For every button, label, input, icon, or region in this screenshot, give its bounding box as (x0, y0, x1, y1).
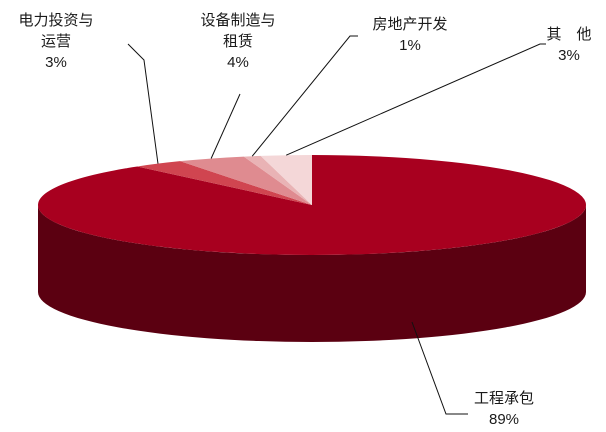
label-equipment-line1: 设备制造与 (200, 11, 276, 29)
leader-line-电力投资与运营 (127, 43, 159, 164)
label-other: 其 他 3% (532, 24, 606, 66)
label-equipment-line2: 租赁 (222, 32, 253, 50)
leader-line-其他 (286, 43, 546, 156)
pie-slice-设备制造与租赁 (179, 156, 312, 205)
pie-slice-电力投资与运营 (137, 161, 312, 205)
leader-line-房地产开发 (251, 35, 358, 157)
pie-slice-房地产开发 (243, 155, 312, 205)
pie-side-工程承包 (38, 205, 586, 342)
pie-slice-其他 (260, 155, 312, 205)
label-real-estate: 房地产开发 1% (358, 14, 462, 56)
label-equipment: 设备制造与 租赁 4% (186, 10, 290, 73)
label-other-pct: 3% (558, 47, 580, 64)
label-engineering: 工程承包 89% (462, 388, 546, 430)
pie-slices (37, 155, 586, 255)
label-power-investment-line2: 运营 (40, 32, 71, 50)
label-power-investment-line1: 电力投资与 (18, 11, 94, 29)
label-engineering-line1: 工程承包 (473, 389, 534, 407)
label-equipment-pct: 4% (227, 54, 249, 71)
label-power-investment-pct: 3% (45, 54, 67, 71)
pie-sides (38, 205, 586, 342)
label-other-line1: 其 他 (546, 25, 592, 43)
leader-lines (127, 35, 546, 415)
label-engineering-pct: 89% (488, 411, 520, 428)
leader-line-设备制造与租赁 (210, 93, 241, 159)
pie-slice-工程承包 (37, 155, 586, 255)
label-real-estate-pct: 1% (399, 37, 421, 54)
label-power-investment: 电力投资与 运营 3% (4, 10, 108, 73)
leader-line-工程承包 (411, 321, 468, 415)
label-real-estate-line1: 房地产开发 (372, 15, 448, 33)
